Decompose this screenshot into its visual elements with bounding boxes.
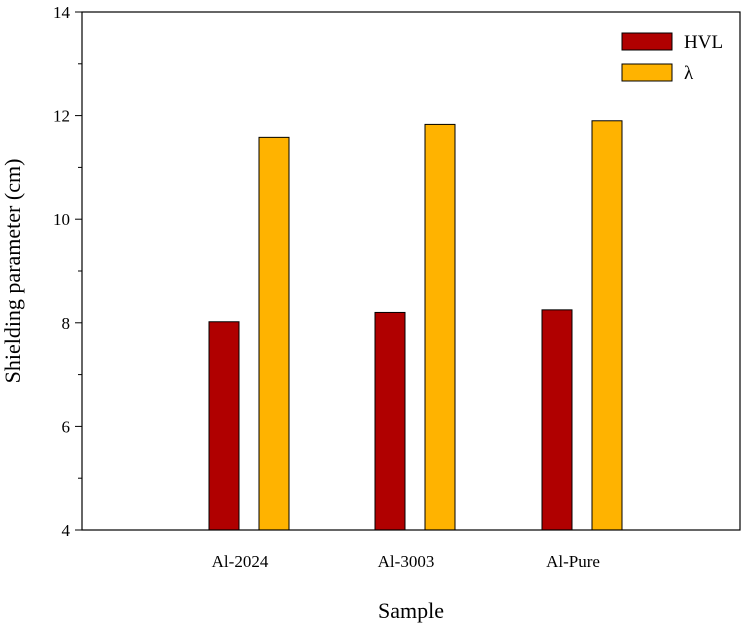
x-tick-label: Al-Pure <box>546 552 600 571</box>
bar-lambda-al-3003 <box>424 123 456 531</box>
legend-label-lambda: λ <box>684 63 694 84</box>
y-tick-label: 4 <box>62 521 71 540</box>
x-axis-label: Sample <box>378 598 444 623</box>
plot-frame <box>81 11 741 531</box>
y-axis-label: Shielding parameter (cm) <box>0 159 25 384</box>
legend: HVL λ <box>621 32 723 84</box>
bar-hvl-al-3003 <box>374 311 406 531</box>
y-ticks-group: 4 6 8 10 12 14 <box>53 3 82 540</box>
bar-hvl-al-pure <box>541 309 573 531</box>
y-tick-label: 10 <box>53 210 70 229</box>
y-tick-label: 12 <box>53 107 70 126</box>
bars-group <box>208 120 623 531</box>
x-tick-label: Al-3003 <box>378 552 435 571</box>
legend-swatch-hvl <box>621 32 673 51</box>
x-tick-label: Al-2024 <box>212 552 269 571</box>
y-tick-label: 8 <box>62 314 71 333</box>
x-ticks-group: Al-2024 Al-3003 Al-Pure <box>212 552 600 571</box>
bar-lambda-al-2024 <box>258 136 290 531</box>
legend-label-hvl: HVL <box>684 32 723 53</box>
bar-hvl-al-2024 <box>208 321 240 531</box>
legend-swatch-lambda <box>621 63 673 82</box>
bar-lambda-al-pure <box>591 120 623 531</box>
y-tick-label: 14 <box>53 3 71 22</box>
y-tick-label: 6 <box>62 417 71 436</box>
